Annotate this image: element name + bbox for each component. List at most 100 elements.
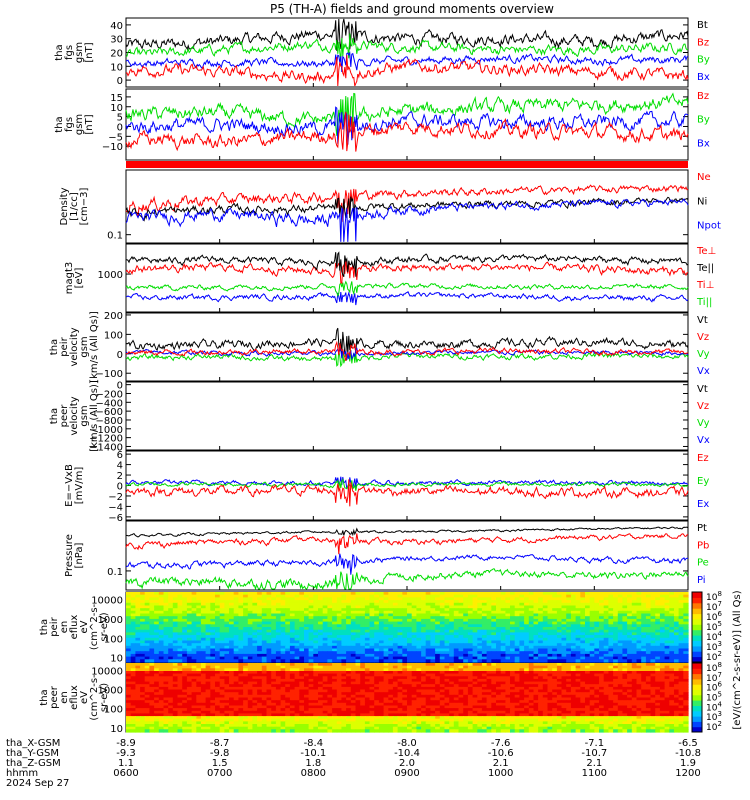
spec-cell <box>383 624 389 628</box>
spec-cell <box>453 640 460 644</box>
spec-cell <box>341 600 347 604</box>
spec-cell <box>491 610 497 615</box>
spec-cell <box>542 689 549 693</box>
spec-cell <box>168 594 174 598</box>
spec-cell <box>496 665 502 669</box>
spec-cell <box>247 629 254 633</box>
spec-cell <box>177 694 183 699</box>
spec-cell <box>224 684 230 688</box>
spec-cell <box>304 678 310 683</box>
spec-cell <box>655 627 661 631</box>
spec-cell <box>327 629 333 633</box>
spec-cell <box>481 645 488 650</box>
spec-cell <box>196 632 202 636</box>
spec-cell <box>158 665 165 669</box>
spec-cell <box>247 643 254 647</box>
spec-cell <box>285 592 291 596</box>
spec-cell <box>425 629 431 633</box>
spec-cell <box>524 681 530 685</box>
spec-cell <box>144 618 150 623</box>
spec-cell <box>247 640 254 644</box>
spec-cell <box>556 597 563 601</box>
spec-cell <box>453 648 460 652</box>
spec-cell <box>318 671 324 675</box>
spec-cell <box>336 637 343 642</box>
spec-cell <box>505 627 511 631</box>
spec-cell <box>467 689 474 693</box>
spec-cell <box>514 613 520 617</box>
spec-cell <box>603 592 609 596</box>
spec-cell <box>458 692 464 696</box>
spec-cell <box>126 676 132 680</box>
spec-cell <box>163 678 169 683</box>
spec-cell <box>500 676 506 680</box>
spec-cell <box>496 681 502 685</box>
spec-cell <box>421 692 427 696</box>
spec-cell <box>364 653 371 658</box>
spec-cell <box>285 610 291 615</box>
spec-cell <box>168 684 174 688</box>
spec-cell <box>280 616 286 620</box>
spec-cell <box>463 665 469 669</box>
spec-cell <box>683 665 689 669</box>
spec-cell <box>617 608 624 612</box>
spec-cell <box>650 676 656 680</box>
spec-cell <box>266 663 272 667</box>
spec-cell <box>224 627 230 631</box>
spec-cell <box>664 676 670 680</box>
spec-cell <box>196 592 202 596</box>
spec-cell <box>421 668 427 672</box>
spec-cell <box>172 610 179 615</box>
spec-cell <box>350 632 357 636</box>
spec-cell <box>144 592 150 596</box>
spec-cell <box>444 678 450 683</box>
spec-cell <box>589 671 595 675</box>
spec-cell <box>130 618 136 623</box>
spec-cell <box>552 629 558 633</box>
spec-cell <box>467 676 474 680</box>
spec-cell <box>224 621 230 625</box>
spec-cell <box>594 676 600 680</box>
spec-cell <box>397 632 403 636</box>
spec-cell <box>275 635 282 639</box>
spec-cell <box>561 692 567 696</box>
spec-cell <box>205 605 211 609</box>
spec-cell <box>472 632 478 636</box>
spec-cell <box>369 635 375 639</box>
spec-cell <box>514 621 520 625</box>
spec-cell <box>425 618 431 623</box>
spec-cell <box>294 673 300 677</box>
spec-cell <box>552 597 558 601</box>
spec-cell <box>421 602 427 607</box>
spec-cell <box>364 608 371 612</box>
spec-cell <box>505 637 511 642</box>
spec-cell <box>655 637 661 642</box>
spec-cell <box>552 678 558 683</box>
spec-cell <box>289 610 296 615</box>
spec-cell <box>168 686 174 691</box>
spec-cell <box>570 635 577 639</box>
spec-cell <box>402 659 408 663</box>
spec-cell <box>318 618 324 623</box>
spec-cell <box>275 694 282 699</box>
spec-cell <box>402 592 408 596</box>
spec-cell <box>299 668 305 672</box>
spec-cell <box>463 671 469 675</box>
spec-cell <box>243 689 249 693</box>
spec-cell <box>514 618 520 623</box>
spec-cell <box>463 673 469 677</box>
spec-cell <box>678 629 684 633</box>
spec-cell <box>631 640 638 644</box>
spec-cell <box>163 618 169 623</box>
spec-cell <box>257 665 263 669</box>
spec-cell <box>327 600 333 604</box>
spec-cell <box>346 597 352 601</box>
spec-cell <box>524 592 530 596</box>
spec-cell <box>196 618 202 623</box>
spec-cell <box>304 632 310 636</box>
spec-cell <box>603 594 609 598</box>
spec-cell <box>341 689 347 693</box>
spec-cell <box>481 613 488 617</box>
spec-cell <box>336 671 343 675</box>
spec-cell <box>528 594 535 598</box>
